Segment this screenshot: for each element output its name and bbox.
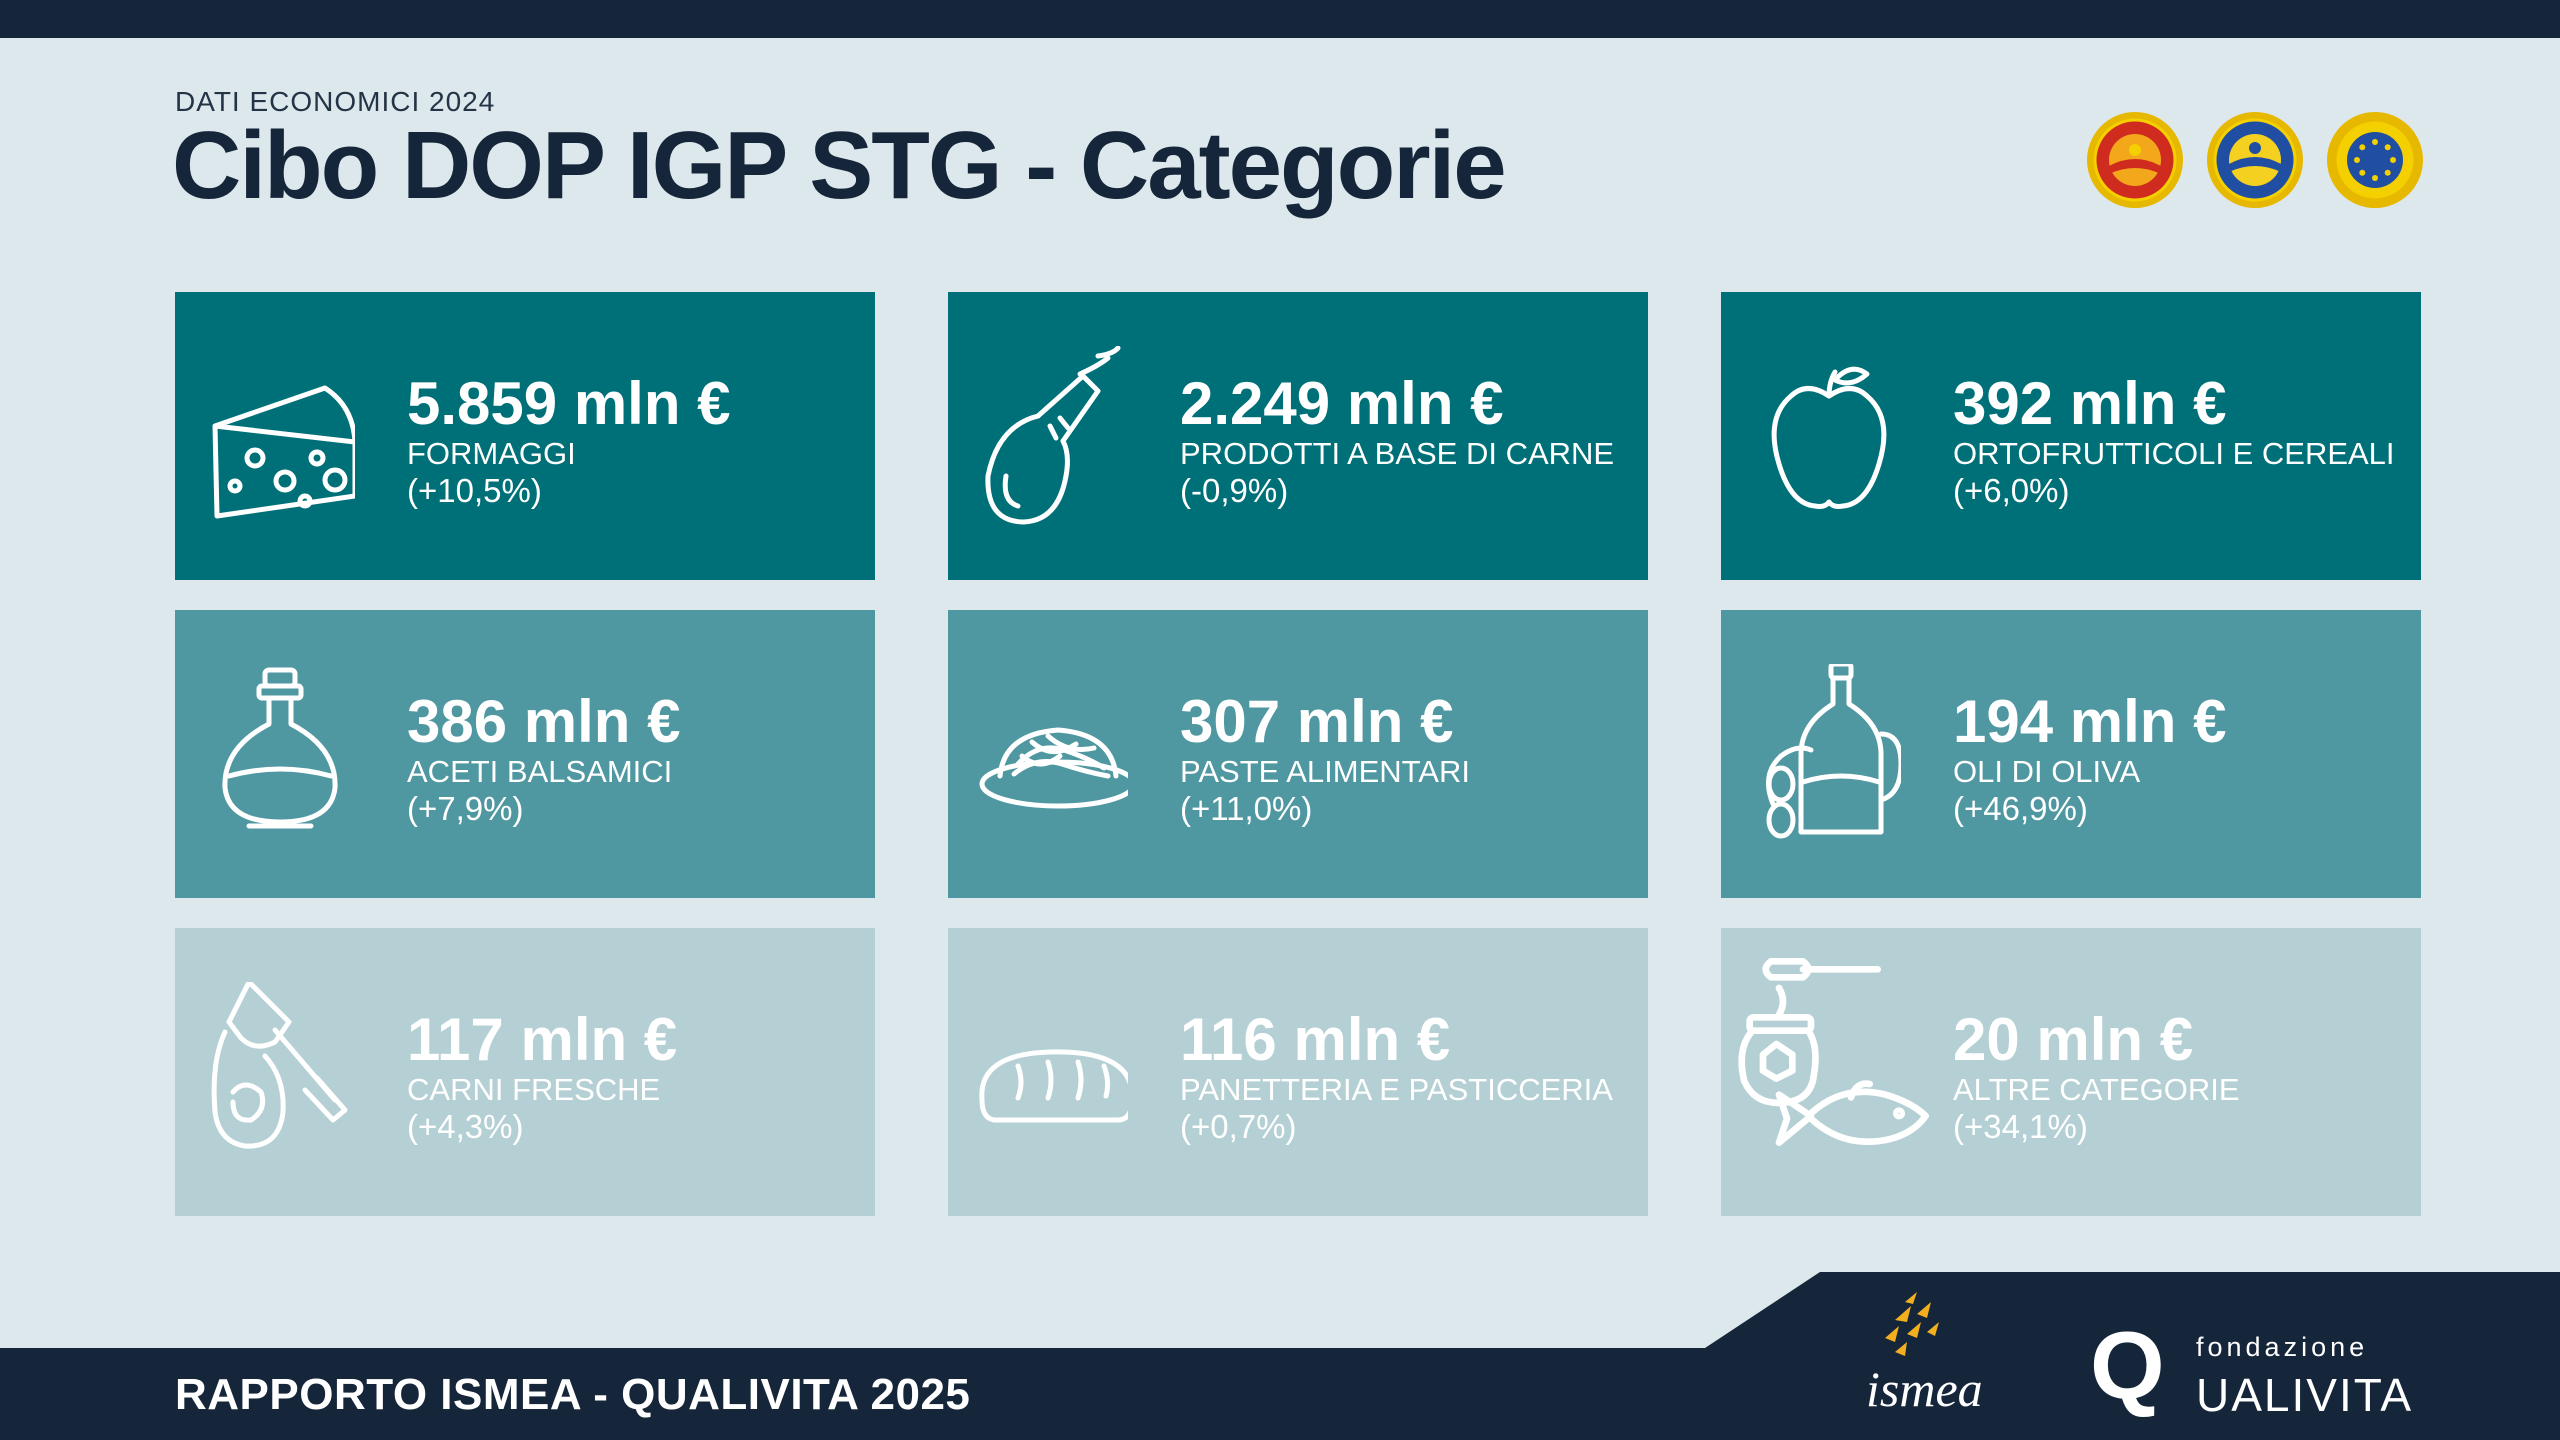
card-value: 116 mln € bbox=[1180, 1006, 1451, 1073]
top-bar bbox=[0, 0, 2560, 38]
apple-icon bbox=[1771, 366, 1887, 509]
card-change: (+4,3%) bbox=[407, 1108, 524, 1145]
stg-seal-icon bbox=[2327, 112, 2423, 208]
card-panetteria: 116 mln € PANETTERIA E PASTICCERIA (+0,7… bbox=[948, 928, 1648, 1216]
olive-oil-icon bbox=[1766, 664, 1901, 839]
card-value: 194 mln € bbox=[1953, 688, 2227, 755]
page-title: Cibo DOP IGP STG - Categorie bbox=[172, 112, 1507, 219]
card-paste-alimentari: 307 mln € PASTE ALIMENTARI (+11,0%) bbox=[948, 610, 1648, 898]
card-carni-fresche: 117 mln € CARNI FRESCHE (+4,3%) bbox=[175, 928, 875, 1216]
card-change: (+7,9%) bbox=[407, 790, 524, 827]
card-value: 307 mln € bbox=[1180, 688, 1454, 755]
card-category: PASTE ALIMENTARI bbox=[1180, 754, 1470, 789]
card-oli-oliva: 194 mln € OLI DI OLIVA (+46,9%) bbox=[1721, 610, 2421, 898]
card-altre-categorie: 20 mln € ALTRE CATEGORIE (+34,1%) bbox=[1721, 928, 2421, 1216]
report-title: RAPPORTO ISMEA - QUALIVITA 2025 bbox=[175, 1370, 971, 1419]
card-change: (+34,1%) bbox=[1953, 1108, 2088, 1145]
card-category: OLI DI OLIVA bbox=[1953, 754, 2141, 789]
card-value: 117 mln € bbox=[407, 1006, 678, 1073]
honey-fish-icon bbox=[1738, 958, 1929, 1146]
category-grid: 5.859 mln € FORMAGGI (+10,5%) 2.249 mln … bbox=[175, 292, 2422, 1216]
card-value: 392 mln € bbox=[1953, 370, 2227, 437]
card-value: 20 mln € bbox=[1953, 1006, 2194, 1073]
card-category: ACETI BALSAMICI bbox=[407, 754, 673, 789]
card-change: (-0,9%) bbox=[1180, 472, 1289, 509]
meat-cleaver-icon bbox=[211, 982, 348, 1149]
card-change: (+10,5%) bbox=[407, 472, 542, 509]
card-value: 2.249 mln € bbox=[1180, 370, 1504, 437]
ismea-logo-icon bbox=[1885, 1292, 1939, 1356]
card-aceti-balsamici: 386 mln € ACETI BALSAMICI (+7,9%) bbox=[175, 610, 875, 898]
qualivita-fondazione: fondazione bbox=[2196, 1332, 2369, 1362]
card-category: ORTOFRUTTICOLI E CEREALI bbox=[1953, 436, 2395, 471]
igp-seal-icon bbox=[2207, 112, 2303, 208]
card-category: FORMAGGI bbox=[407, 436, 576, 471]
dop-seal-icon bbox=[2087, 112, 2183, 208]
card-value: 386 mln € bbox=[407, 688, 681, 755]
card-category: PRODOTTI A BASE DI CARNE bbox=[1180, 436, 1615, 471]
ismea-wordmark: ismea bbox=[1866, 1361, 1983, 1417]
card-change: (+46,9%) bbox=[1953, 790, 2088, 827]
card-category: PANETTERIA E PASTICCERIA bbox=[1180, 1072, 1613, 1107]
card-prodotti-carne: 2.249 mln € PRODOTTI A BASE DI CARNE (-0… bbox=[948, 292, 1648, 580]
cheese-icon bbox=[212, 385, 355, 519]
ham-icon bbox=[985, 346, 1121, 525]
kicker-text: DATI ECONOMICI 2024 bbox=[175, 86, 496, 117]
card-value: 5.859 mln € bbox=[407, 370, 731, 437]
card-category: ALTRE CATEGORIE bbox=[1953, 1072, 2240, 1107]
vinegar-bottle-icon bbox=[222, 667, 338, 829]
bread-icon bbox=[979, 1049, 1128, 1123]
card-change: (+11,0%) bbox=[1180, 790, 1313, 827]
card-formaggi: 5.859 mln € FORMAGGI (+10,5%) bbox=[175, 292, 875, 580]
card-category: CARNI FRESCHE bbox=[407, 1072, 661, 1107]
quality-seals bbox=[2087, 112, 2423, 208]
card-change: (+6,0%) bbox=[1953, 472, 2070, 509]
card-ortofrutticoli: 392 mln € ORTOFRUTTICOLI E CEREALI (+6,0… bbox=[1721, 292, 2421, 580]
card-change: (+0,7%) bbox=[1180, 1108, 1297, 1145]
qualivita-wordmark: UALIVITA bbox=[2196, 1369, 2414, 1421]
pasta-plate-icon bbox=[979, 727, 1128, 809]
qualivita-q-letter: Q bbox=[2090, 1312, 2165, 1419]
